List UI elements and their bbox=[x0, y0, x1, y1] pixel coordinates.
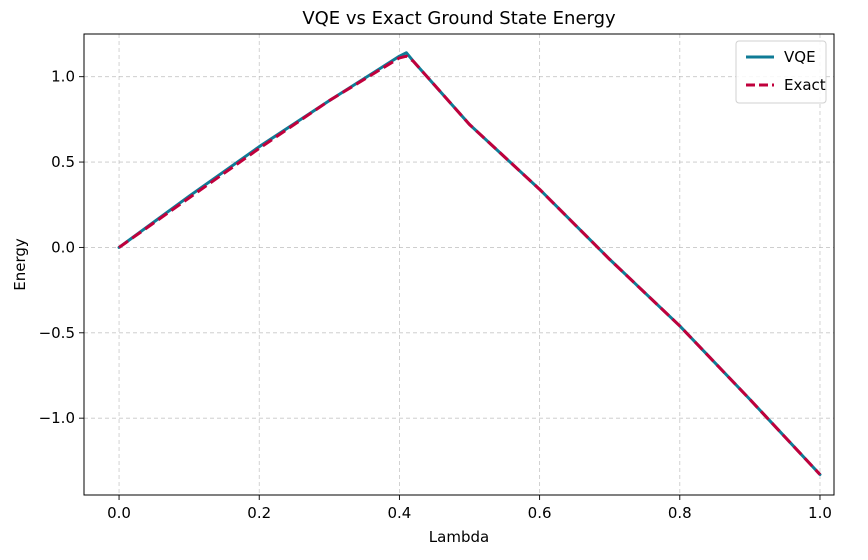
y-tick-label: 0.0 bbox=[51, 238, 75, 256]
y-tick-label: −1.0 bbox=[39, 409, 75, 427]
tick-layer: 0.0 0.2 0.4 0.6 0.8 1.0 −1.0 −0.5 0.0 0.5 1.0 bbox=[39, 68, 832, 522]
y-tick-label: 0.5 bbox=[51, 153, 75, 171]
series-line-vqe bbox=[117, 51, 822, 477]
x-tick-label: 0.2 bbox=[247, 504, 271, 522]
y-tick-label: −0.5 bbox=[39, 324, 75, 342]
series-line-exact bbox=[118, 54, 822, 476]
x-tick-label: 0.8 bbox=[668, 504, 692, 522]
grid-layer bbox=[84, 34, 834, 495]
x-tick-label: 0.0 bbox=[107, 504, 131, 522]
y-axis-label: Energy bbox=[11, 238, 29, 291]
legend-label-exact: Exact bbox=[784, 76, 826, 94]
series-layer bbox=[117, 51, 822, 477]
axes-frame bbox=[83, 33, 835, 496]
legend-label-vqe: VQE bbox=[784, 48, 816, 66]
x-tick-label: 0.6 bbox=[528, 504, 552, 522]
x-axis-label: Lambda bbox=[429, 528, 489, 546]
legend: VQE Exact bbox=[735, 40, 827, 104]
chart-title: VQE vs Exact Ground State Energy bbox=[302, 8, 616, 29]
x-tick-label: 1.0 bbox=[808, 504, 832, 522]
x-tick-label: 0.4 bbox=[387, 504, 411, 522]
y-tick-label: 1.0 bbox=[51, 68, 75, 86]
